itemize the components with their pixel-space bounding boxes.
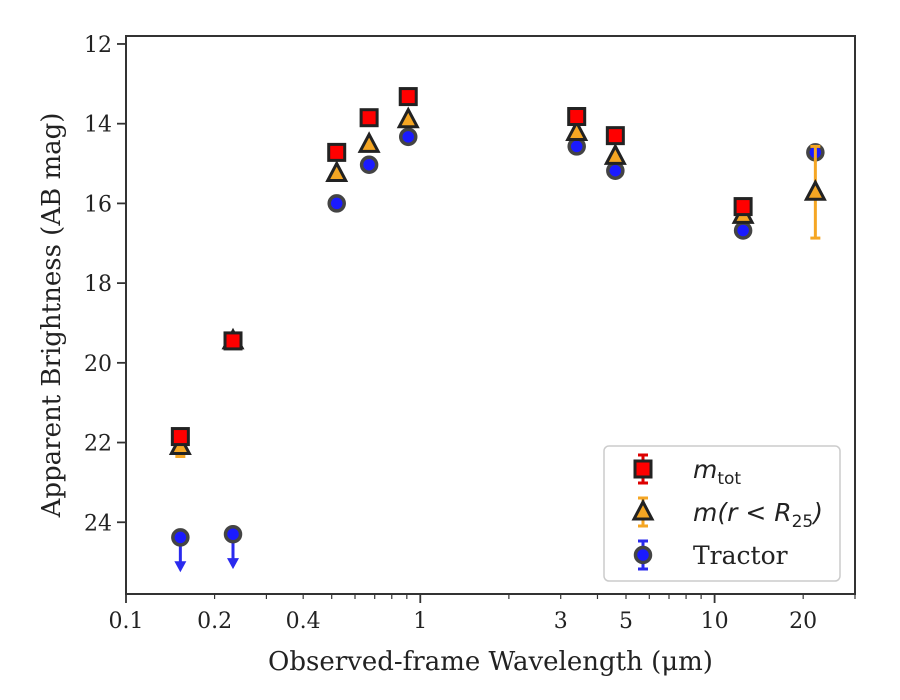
data-point-triangle [565, 119, 589, 141]
legend-label: m(r < R25) [693, 498, 823, 532]
y-tick-label: 20 [84, 352, 112, 377]
upper-limit-arrowhead [227, 558, 240, 570]
y-tick-label: 22 [84, 432, 112, 457]
legend-item: Tractor [633, 539, 788, 571]
series-square [170, 87, 753, 447]
x-tick-label: 0.1 [109, 609, 144, 634]
data-point-circle [733, 221, 753, 240]
legend-item: mtot [633, 453, 741, 489]
plot-frame [125, 35, 856, 595]
x-tick-label: 10 [701, 609, 729, 634]
data-point-triangle [603, 143, 627, 165]
data-point-circle [327, 194, 346, 213]
data-point-square [567, 107, 587, 127]
legend-label: Tractor [693, 541, 788, 570]
marks-layer [168, 87, 827, 573]
x-tick-label: 0.2 [197, 609, 232, 634]
series-circle [171, 127, 825, 573]
tick-layer: 0.1 0.2 0.4 1 3 5 10 20 12 14 16 18 20 22 24 [84, 33, 856, 634]
series-triangle [168, 106, 827, 458]
y-tick-label: 14 [84, 113, 112, 138]
legend-marker-triangle [631, 498, 655, 521]
x-tick-label: 3 [554, 609, 568, 634]
y-tick-label: 12 [84, 33, 112, 58]
data-point-square [605, 126, 625, 146]
legend-marker-square [633, 459, 653, 479]
data-point-circle [398, 127, 418, 147]
data-point-square [170, 427, 190, 447]
data-point-triangle [803, 179, 827, 201]
x-tick-label: 5 [619, 609, 633, 634]
y-tick-label: 18 [84, 272, 112, 297]
data-point-square [733, 197, 753, 217]
x-tick-label: 20 [789, 609, 817, 634]
data-point-square [398, 87, 418, 107]
data-point-triangle [357, 131, 381, 153]
legend-item: m(r < R25) [631, 496, 823, 532]
y-tick-label: 24 [84, 511, 112, 536]
x-axis-label: Observed-frame Wavelength (μm) [268, 647, 713, 677]
data-point-circle [171, 528, 190, 547]
data-point-circle [223, 524, 243, 544]
legend-box [603, 445, 841, 582]
data-point-square [327, 142, 347, 162]
data-point-square [223, 331, 243, 351]
y-axis-label: Apparent Brightness (AB mag) [37, 113, 67, 519]
data-point-circle [567, 137, 586, 156]
legend-label: mtot [693, 455, 741, 489]
data-point-circle [359, 155, 379, 174]
upper-limit-arrowhead [174, 561, 187, 573]
x-tick-label: 1 [413, 609, 427, 634]
y-tick-label: 16 [84, 192, 112, 217]
data-point-square [359, 108, 379, 128]
data-point-triangle [325, 160, 349, 183]
x-tick-label: 0.4 [286, 609, 321, 634]
legend-marker-circle [633, 545, 653, 565]
data-point-circle [606, 161, 625, 180]
data-point-triangle [396, 106, 420, 129]
legend: mtot m(r < R25) Tractor [603, 445, 841, 582]
